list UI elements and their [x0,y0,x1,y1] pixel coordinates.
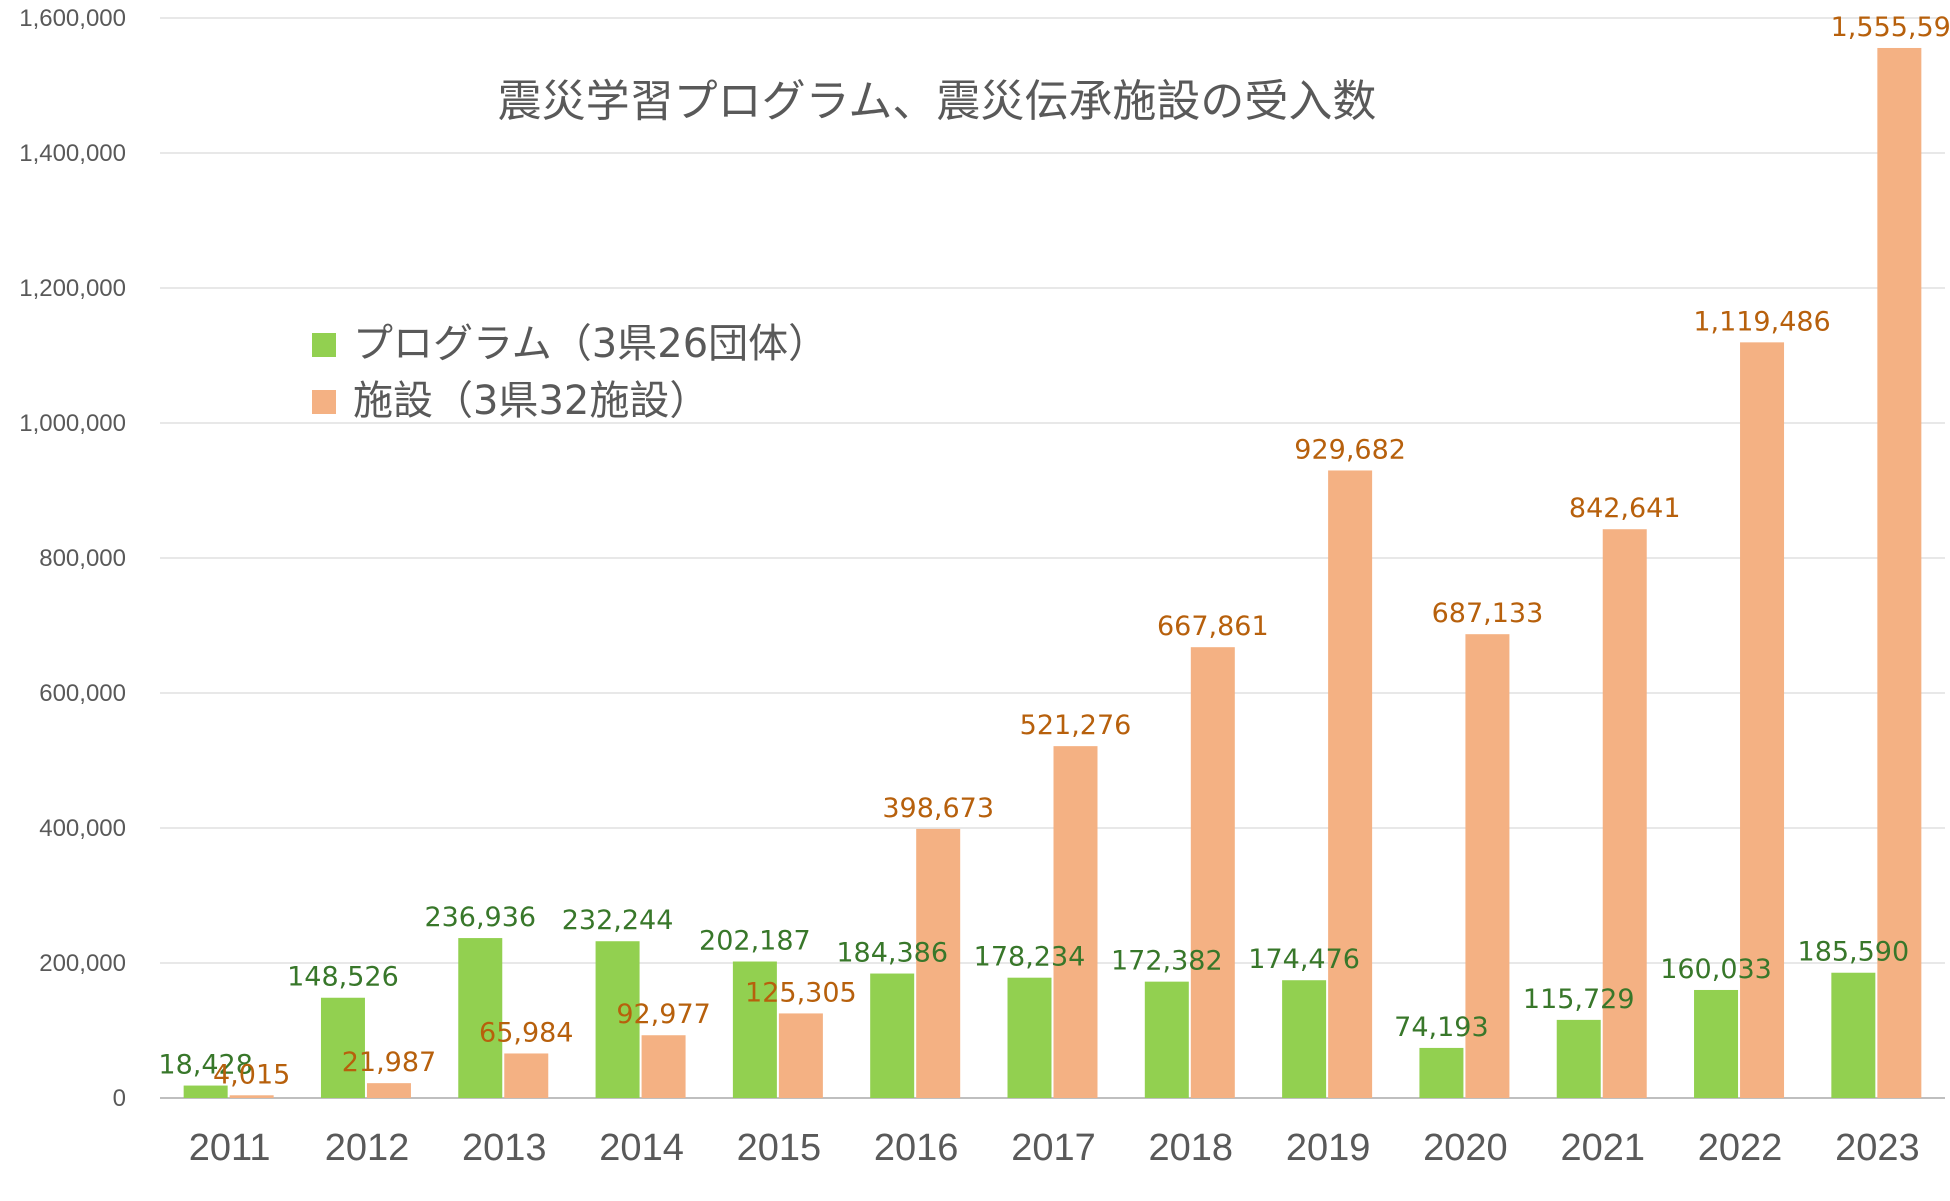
bar-facility [1328,470,1373,1098]
y-tick-label: 1,600,000 [19,5,126,32]
y-tick-label: 800,000 [39,545,126,572]
data-label-program: 148,526 [287,962,399,993]
bar-program [1694,989,1739,1098]
data-label-facility: 125,305 [745,977,857,1008]
bar-program [458,938,503,1098]
x-tick-label: 2014 [599,1127,684,1169]
chart-title: 震災学習プログラム、震災伝承施設の受入数 [498,76,1377,127]
x-tick-label: 2021 [1560,1127,1645,1169]
y-tick-label: 200,000 [39,950,126,977]
data-label-facility: 65,984 [479,1017,573,1048]
data-label-program: 185,590 [1798,937,1910,968]
data-label-facility: 398,673 [882,793,994,824]
data-label-program: 174,476 [1248,944,1360,975]
legend: プログラム（3県26団体） 施設（3県32施設） [312,321,828,424]
data-label-facility: 842,641 [1569,493,1681,524]
bar-program [870,973,915,1098]
data-label-program: 74,193 [1394,1012,1488,1043]
bar-facility [1877,47,1922,1099]
data-label-facility: 92,977 [616,999,710,1030]
x-tick-label: 2019 [1286,1127,1371,1169]
legend-label-facility: 施設（3県32施設） [353,378,709,424]
bar-facility [1602,529,1647,1098]
x-tick-label: 2015 [737,1127,822,1169]
bar-facility [1053,746,1098,1098]
data-label-facility: 667,861 [1157,611,1269,642]
x-tick-label: 2012 [325,1127,410,1169]
data-label-program: 160,033 [1660,954,1772,985]
bar-program [1282,980,1327,1098]
data-label-facility: 1,555,596 [1831,12,1950,43]
bar-program [1831,972,1876,1098]
data-label-program: 18,428 [158,1050,252,1081]
x-axis: 2011 2012 2013 2014 2015 2016 2017 2018 2019 2020… [189,1127,1920,1169]
bar-facility [1740,342,1785,1099]
x-tick-label: 2013 [462,1127,547,1169]
bar-program [183,1085,228,1098]
bar-program [320,997,365,1098]
data-label-program: 232,244 [562,905,674,936]
x-tick-label: 2022 [1698,1127,1783,1169]
bar-program [1556,1019,1601,1098]
legend-label-program: プログラム（3県26団体） [353,321,828,367]
bar-facility [504,1053,549,1098]
y-tick-label: 1,000,000 [19,410,126,437]
bar-facility [916,828,961,1098]
data-label-facility: 21,987 [342,1047,436,1078]
bar-facility [641,1035,686,1098]
data-label-facility: 929,682 [1294,434,1406,465]
data-label-facility: 1,119,486 [1693,306,1830,337]
x-tick-label: 2020 [1423,1127,1508,1169]
data-label-program: 202,187 [699,926,811,957]
y-tick-label: 600,000 [39,680,126,707]
gridlines [160,17,1945,1099]
y-tick-label: 400,000 [39,815,126,842]
x-tick-label: 2016 [874,1127,959,1169]
data-label-facility: 4,015 [213,1059,290,1090]
legend-swatch-program [312,333,336,357]
data-label-facility: 687,133 [1432,598,1544,629]
x-tick-label: 2017 [1011,1127,1096,1169]
bar-program [732,961,777,1098]
bar-program [1144,981,1189,1098]
bar-facility [366,1083,411,1098]
data-label-program: 178,234 [974,942,1086,973]
bar-facility [778,1013,823,1098]
data-label-program: 184,386 [836,938,948,969]
bar-facility [229,1095,274,1098]
y-axis: 0 200,000 400,000 600,000 800,000 1,000,000 1,… [19,5,126,1112]
y-tick-label: 0 [113,1085,126,1112]
legend-swatch-facility [312,390,336,414]
bar-program [1419,1047,1464,1098]
bars [183,47,1922,1099]
data-label-program: 172,382 [1111,946,1223,977]
bar-program [1007,977,1052,1098]
bar-facility [1465,634,1510,1098]
data-label-facility: 521,276 [1020,710,1132,741]
x-tick-label: 2011 [189,1127,271,1169]
data-label-program: 115,729 [1523,984,1635,1015]
bar-program [595,941,640,1098]
y-tick-label: 1,200,000 [19,275,126,302]
y-tick-label: 1,400,000 [19,140,126,167]
x-tick-label: 2023 [1835,1127,1920,1169]
x-tick-label: 2018 [1149,1127,1234,1169]
bar-facility [1190,647,1235,1098]
data-label-program: 236,936 [424,902,536,933]
